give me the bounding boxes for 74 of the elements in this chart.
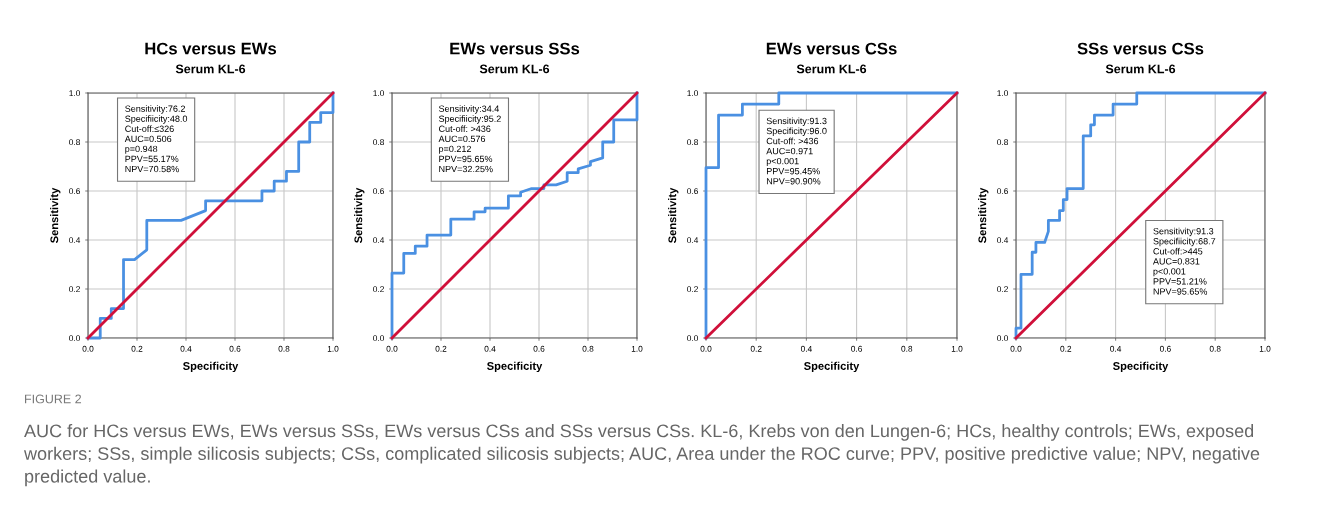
y-tick-label: 0.8 xyxy=(373,139,384,146)
y-tick-label: 0.2 xyxy=(69,286,80,293)
y-tick-label: 0.0 xyxy=(997,335,1009,342)
x-tick-label: 0.6 xyxy=(229,345,241,352)
chart-subtitle: Serum KL-6 xyxy=(479,64,550,74)
y-tick-label: 0.2 xyxy=(687,286,698,293)
x-tick-label: 0.8 xyxy=(582,345,594,352)
y-tick-label: 0.2 xyxy=(373,286,384,293)
chart-subtitle: Serum KL-6 xyxy=(1105,64,1176,74)
chart-subtitle: Serum KL-6 xyxy=(796,64,867,74)
x-tick-label: 0.8 xyxy=(1209,345,1221,352)
line-series xyxy=(390,91,639,340)
caption: FIGURE 2 xyxy=(25,394,82,404)
y-tick-label: 0.6 xyxy=(69,188,80,195)
line-series xyxy=(704,91,959,340)
line-series xyxy=(86,91,335,340)
x-axis-title: Specificity xyxy=(804,361,860,373)
x-tick-label: 0.2 xyxy=(750,345,762,352)
y-tick-label: 0.8 xyxy=(69,139,80,146)
x-tick-label: 1.0 xyxy=(327,345,339,352)
y-tick-label: 1.0 xyxy=(997,90,1009,97)
annotation: Sensitivity:34.4 Specifiicity:95.2 Cut-off: >436 AUC=0.576 p=0.212 PPV=95.65% NPV=32.25% xyxy=(438,105,501,173)
y-tick-label: 0.6 xyxy=(997,188,1008,195)
y-tick-label: 0.2 xyxy=(997,286,1008,293)
x-tick-label: 0.2 xyxy=(131,345,143,352)
x-tick-label: 0.0 xyxy=(386,345,398,352)
x-tick-label: 0.8 xyxy=(278,345,290,352)
chart-title: HCs versus EWs xyxy=(145,42,277,55)
x-tick-label: 1.0 xyxy=(951,345,963,352)
y-tick-label: 0.8 xyxy=(687,139,698,146)
y-tick-label: 0.4 xyxy=(687,237,699,244)
chart-title: EWs versus CSs xyxy=(766,42,897,55)
y-tick-label: 0.0 xyxy=(373,335,385,342)
annotation: Sensitivity:91.3 Specificity:96.0 Cut-off: >436 AUC=0.971 p<0.001 PPV=95.45% NPV=90.90% xyxy=(766,117,827,185)
annotation: Sensitivity:91.3 Specifiicity:68.7 Cut-off:>445 AUC=0.831 p<0.001 PPV=51.21% NPV=95.65% xyxy=(1152,227,1216,295)
x-axis-title: Specificity xyxy=(1113,361,1169,373)
y-axis-title: Sensitivity xyxy=(354,187,365,243)
y-tick-label: 0.0 xyxy=(687,335,699,342)
x-tick-label: 0.0 xyxy=(1010,345,1022,352)
y-tick-label: 0.4 xyxy=(997,237,1009,244)
y-tick-label: 0.8 xyxy=(997,139,1008,146)
x-tick-label: 0.0 xyxy=(700,345,712,352)
x-tick-label: 0.2 xyxy=(435,345,447,352)
x-tick-label: 0.8 xyxy=(901,345,913,352)
y-axis-title: Sensitivity xyxy=(668,187,679,243)
x-tick-label: 1.0 xyxy=(1259,345,1271,352)
y-axis-title: Sensitivity xyxy=(50,187,61,243)
chart-subtitle: Serum KL-6 xyxy=(175,64,246,74)
x-tick-label: 0.0 xyxy=(82,345,94,352)
text: AUC for HCs versus EWs, EWs versus SSs, EWs versus CSs and SSs versus CSs. KL-6, Krebs von den Lungen-6; HCs, healthy controls; EWs, exposed workers; SSs, simple silicosis subjects; CSs, complicated silicosis subjects; AUC, Area under the ROC curve; PPV, positive predictive value; NPV, negative predicted value. xyxy=(23,424,1260,487)
x-tick-label: 0.6 xyxy=(1159,345,1171,352)
y-tick-label: 0.6 xyxy=(687,188,698,195)
y-tick-label: 0.4 xyxy=(69,237,81,244)
x-tick-label: 0.4 xyxy=(800,345,812,352)
x-axis-title: Specificity xyxy=(487,361,543,373)
x-tick-label: 1.0 xyxy=(631,345,643,352)
x-tick-label: 0.6 xyxy=(533,345,545,352)
x-tick-label: 0.4 xyxy=(1110,345,1122,352)
y-tick-label: 1.0 xyxy=(373,90,385,97)
y-tick-label: 0.4 xyxy=(373,237,385,244)
line-series xyxy=(1014,91,1267,340)
chart-title: SSs versus CSs xyxy=(1077,42,1204,55)
x-tick-label: 0.2 xyxy=(1060,345,1072,352)
x-tick-label: 0.4 xyxy=(180,345,192,352)
annotation: Sensitivity:76.2 Specifiicity:48.0 Cut-off:≤326 AUC=0.506 p=0.948 PPV=55.17% NPV=70.58% xyxy=(124,105,188,173)
chart-title: EWs versus SSs xyxy=(450,42,580,55)
x-tick-label: 0.4 xyxy=(484,345,496,352)
y-axis-title: Sensitivity xyxy=(978,187,989,243)
y-tick-label: 1.0 xyxy=(687,90,699,97)
y-tick-label: 0.6 xyxy=(373,188,384,195)
x-axis-title: Specificity xyxy=(183,361,239,373)
y-tick-label: 1.0 xyxy=(69,90,81,97)
y-tick-label: 0.0 xyxy=(69,335,81,342)
x-tick-label: 0.6 xyxy=(851,345,863,352)
